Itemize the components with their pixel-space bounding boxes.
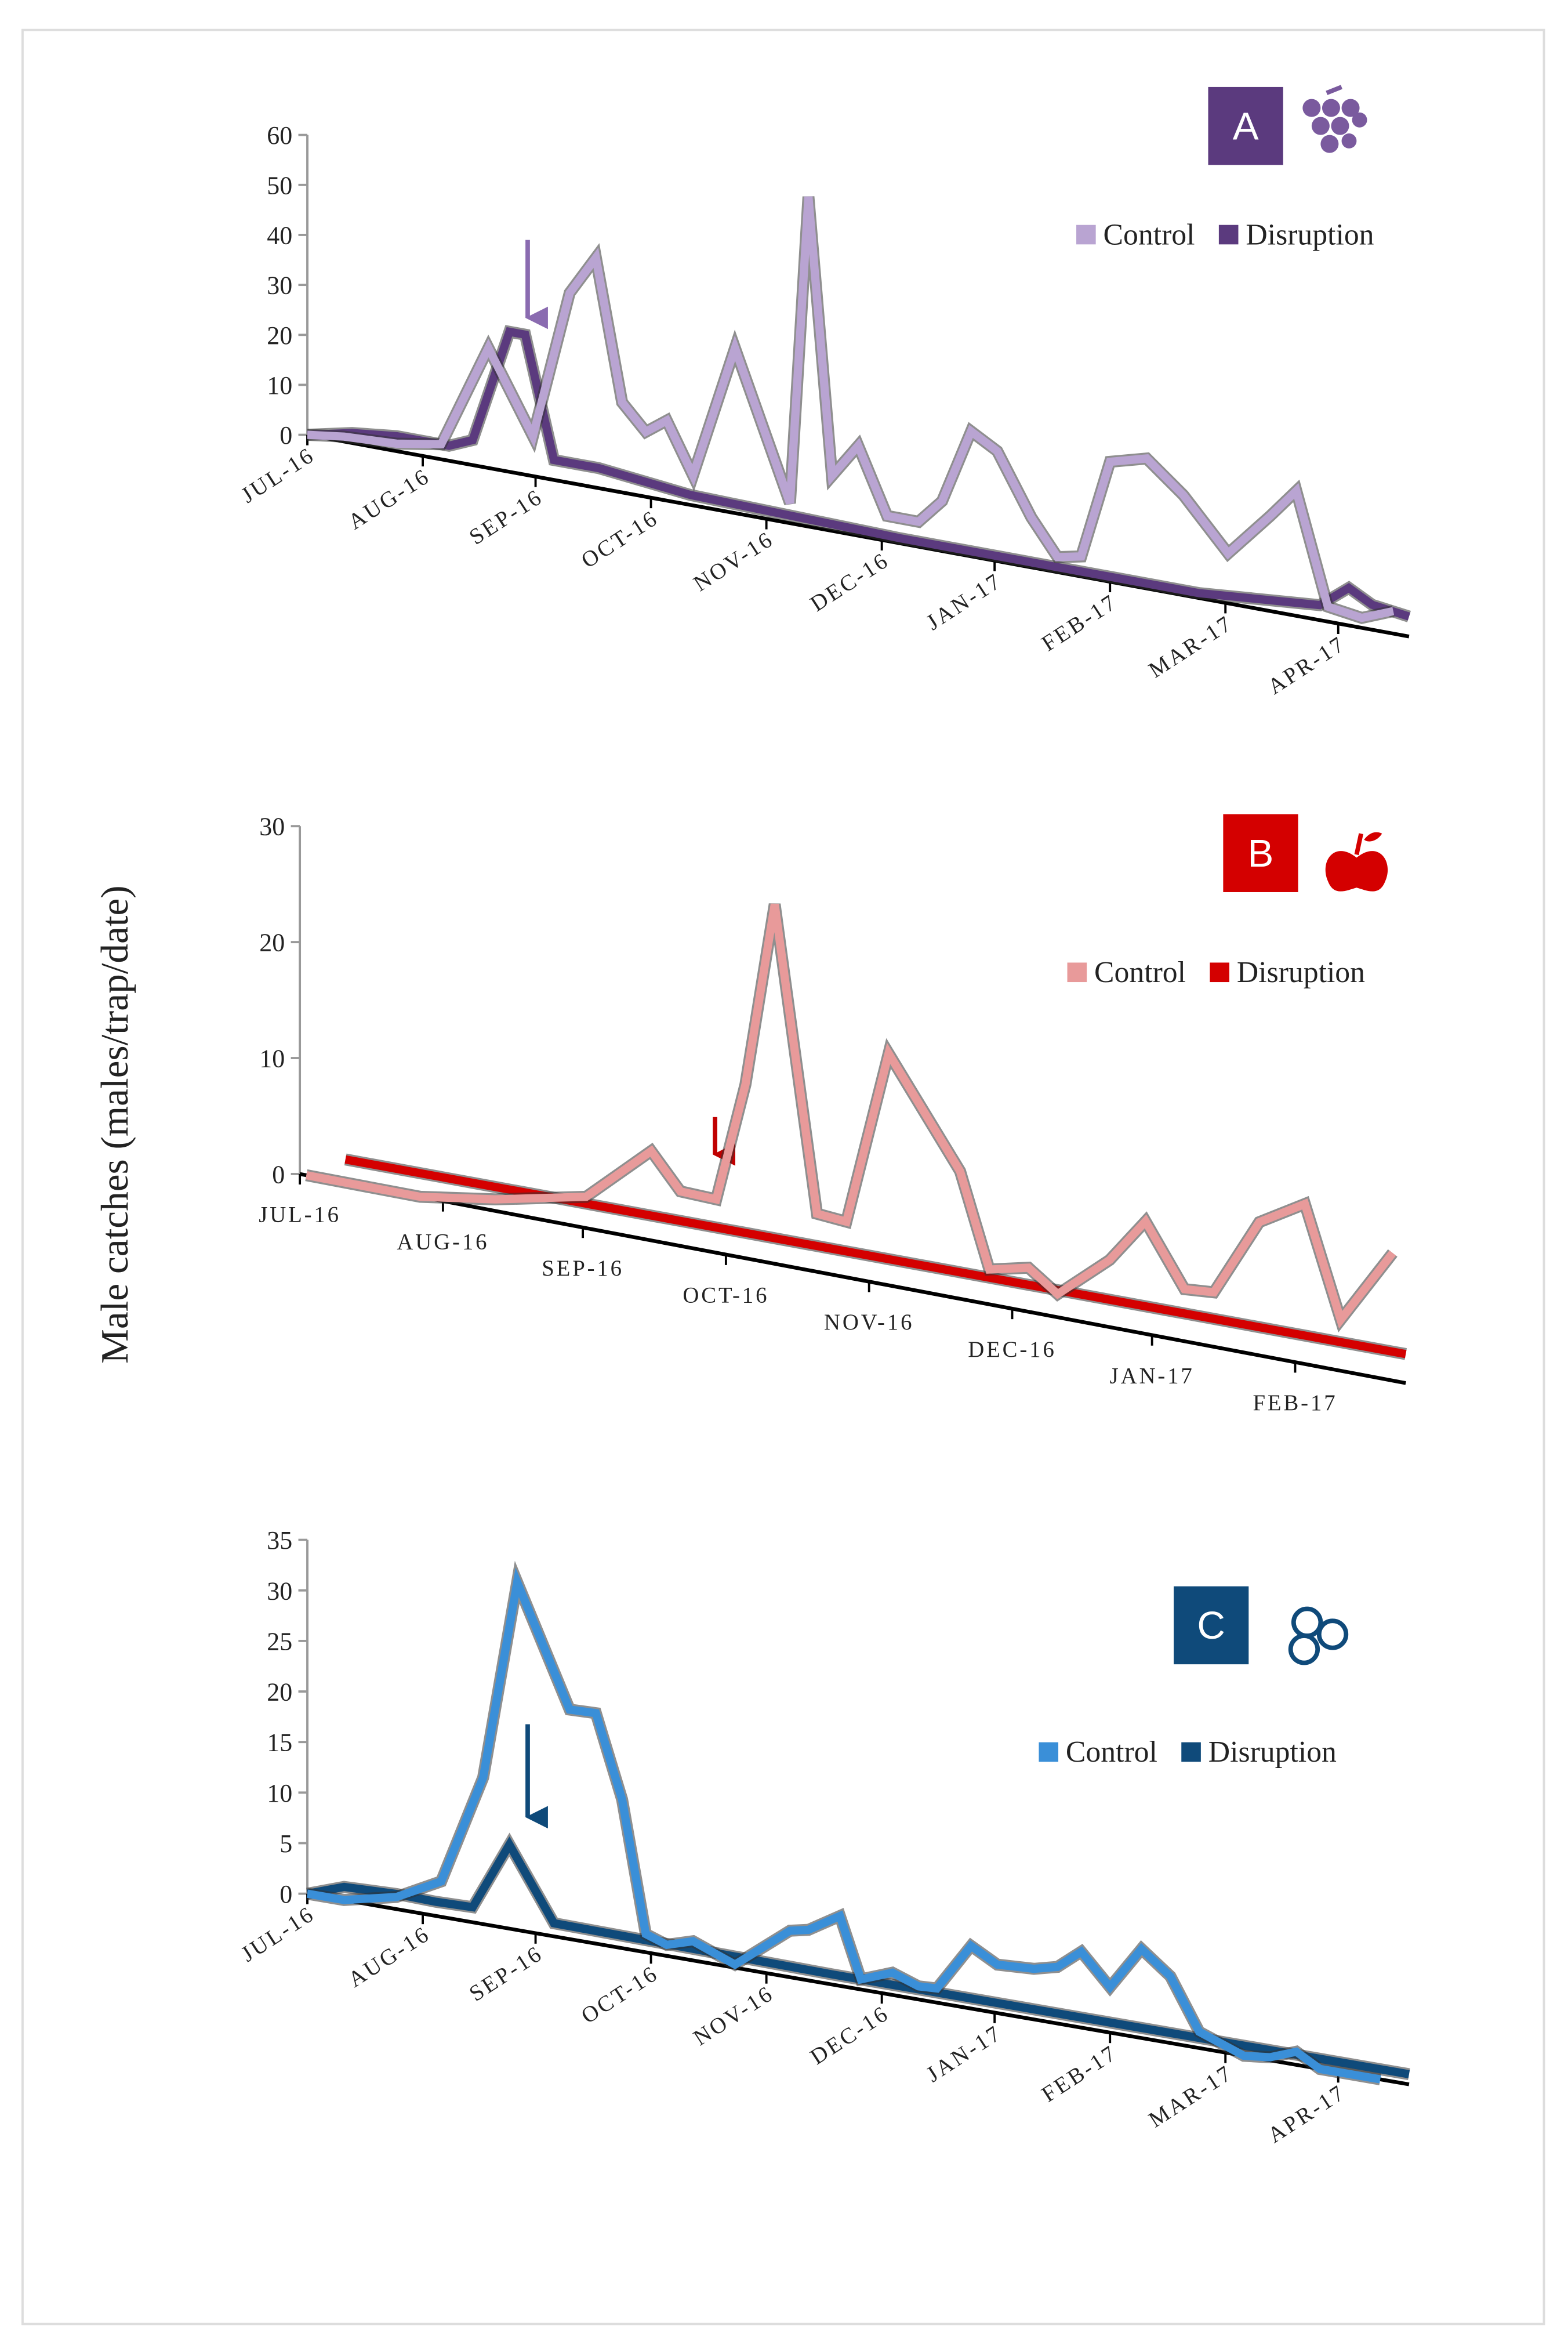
x-tick-label: FEB-17: [1253, 1390, 1337, 1415]
x-tick-label: JUL-16: [237, 442, 319, 508]
y-tick-label: 5: [280, 1830, 292, 1858]
icon-grape: [1302, 85, 1367, 153]
x-tick-label: NOV-16: [824, 1310, 914, 1335]
x-tick-label: JAN-17: [922, 568, 1007, 635]
frame: [21, 28, 1545, 2325]
x-tick-label: MAR-17: [1144, 2060, 1237, 2132]
series-line: [306, 1836, 1410, 2078]
series-line: [307, 196, 1395, 622]
x-tick-label: SEP-16: [542, 1256, 624, 1281]
x-tick-label: SEP-16: [465, 484, 547, 549]
legend-label: Control: [1066, 1736, 1157, 1769]
y-tick-label: 40: [267, 221, 292, 249]
y-tick-label: 20: [259, 929, 285, 957]
legend-swatch: [1210, 962, 1229, 983]
y-tick-label: 10: [267, 371, 292, 400]
y-tick-label: 25: [267, 1627, 292, 1656]
x-tick-label: JAN-17: [1110, 1363, 1195, 1388]
series-line: [306, 1567, 1381, 2084]
x-tick-label: FEB-17: [1037, 589, 1122, 657]
legend-swatch: [1039, 1742, 1059, 1762]
x-tick-label: AUG-16: [344, 1921, 435, 1993]
y-tick-label: 15: [267, 1729, 292, 1757]
x-tick-label: FEB-17: [1037, 2040, 1122, 2107]
x-tick-label: OCT-16: [683, 1283, 769, 1308]
legend-swatch: [1181, 1742, 1201, 1762]
legend-label: Control: [1094, 956, 1186, 989]
x-tick-label: AUG-16: [397, 1229, 489, 1254]
series-line: [344, 1155, 1407, 1359]
y-tick-label: 0: [280, 421, 292, 450]
icon-apple: [1325, 832, 1388, 892]
panel: 0 10 20 30 40 50 60 JUL-16 AUG-16 SEP-16 OCT-16 NOV…: [237, 86, 1411, 700]
x-tick-label: JUL-16: [259, 1202, 341, 1227]
y-tick-label: 30: [259, 813, 285, 841]
panel: 0 5 10 15 20 25 30 35 JUL-16 AUG-16 SEP-16 OCT-16 NO…: [237, 1526, 1410, 2148]
x-tick-label: APR-17: [1264, 631, 1351, 700]
legend-label: Disruption: [1246, 218, 1374, 251]
panel-label: A: [1233, 104, 1259, 148]
series-line: [305, 903, 1396, 1329]
legend-label: Disruption: [1237, 956, 1365, 989]
x-tick-label: APR-17: [1264, 2080, 1351, 2148]
x-tick-label: OCT-16: [577, 1961, 663, 2028]
y-tick-label: 0: [272, 1160, 285, 1189]
legend-label: Disruption: [1208, 1736, 1337, 1769]
x-tick-label: DEC-16: [806, 548, 894, 617]
y-axis-label: Male catches (males/trap/date): [93, 885, 136, 1363]
x-tick-label: OCT-16: [577, 505, 663, 573]
x-tick-label: JUL-16: [237, 1901, 319, 1966]
y-tick-label: 20: [267, 321, 292, 350]
y-tick-label: 0: [280, 1880, 292, 1908]
panel-label-box: [1223, 814, 1298, 892]
x-tick-label: NOV-16: [689, 1980, 778, 2051]
x-tick-label: AUG-16: [344, 463, 435, 535]
panel-label-box: [1174, 1586, 1249, 1665]
legend-label: Control: [1104, 218, 1195, 251]
y-tick-label: 10: [267, 1779, 292, 1807]
panel-label-box: [1208, 86, 1283, 165]
legend-swatch: [1218, 224, 1239, 245]
y-tick-label: 10: [259, 1045, 285, 1073]
icon-blueberries: [1288, 1606, 1349, 1665]
arrows: [525, 240, 735, 1829]
x-tick-label: JAN-17: [922, 2020, 1007, 2088]
x-tick-label: NOV-16: [689, 526, 778, 596]
y-tick-label: 30: [267, 1577, 292, 1605]
legend-swatch: [1076, 224, 1096, 245]
x-tick-label: MAR-17: [1144, 610, 1237, 683]
y-tick-label: 60: [267, 121, 292, 150]
panel: 0 10 20 30 JUL-16 AUG-16 SEP-16 OCT-16 NOV-16 DEC…: [93, 813, 1407, 1415]
x-tick-label: SEP-16: [465, 1941, 547, 2006]
x-tick-label: DEC-16: [968, 1337, 1056, 1362]
y-tick-label: 35: [267, 1526, 292, 1555]
x-tick-label: DEC-16: [806, 2001, 894, 2070]
y-tick-label: 20: [267, 1678, 292, 1707]
y-tick-label: 30: [267, 271, 292, 300]
legend-swatch: [1067, 962, 1087, 983]
x-axis: [299, 1172, 1406, 1385]
y-tick-label: 50: [267, 171, 292, 200]
panel-label: C: [1197, 1604, 1225, 1647]
panel-label: B: [1248, 832, 1274, 875]
